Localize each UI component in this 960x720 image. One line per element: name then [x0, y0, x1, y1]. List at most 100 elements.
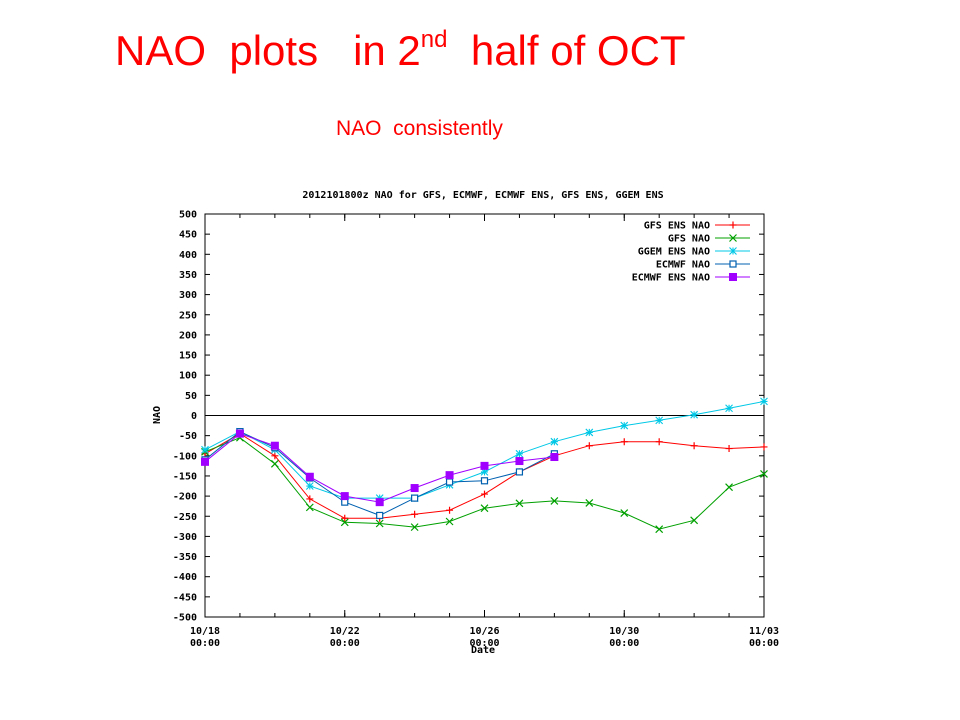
data-point [620, 438, 628, 446]
marker-shape [515, 499, 524, 508]
data-point [410, 484, 419, 493]
axes-frame: 500450400350300250200150100500-50-100-15… [173, 210, 779, 650]
title-rest: half of OCT [447, 27, 686, 74]
x-tick-label-time: 00:00 [609, 638, 639, 649]
series-gfs-nao [201, 433, 768, 534]
marker-shape [760, 470, 768, 478]
marker-shape [655, 416, 664, 425]
data-point [690, 442, 698, 450]
data-point [655, 525, 664, 534]
legend: GFS ENS NAO GFS NAO GGEM ENS NAO ECMWF NAO E… [632, 221, 750, 284]
y-tick-label: -50 [179, 431, 197, 442]
marker-shape [446, 506, 454, 514]
y-tick-label: 150 [179, 351, 197, 362]
data-point [550, 497, 559, 505]
y-tick-label: -300 [173, 532, 197, 543]
y-axis-label: NAO [152, 406, 163, 424]
marker-shape [585, 499, 594, 507]
x-tick-label-time: 00:00 [330, 638, 360, 649]
legend-marker-ecmwf-nao [729, 260, 737, 268]
legend-marker-ecmwf-ens-nao [729, 273, 737, 281]
data-point [201, 457, 209, 466]
data-point [480, 477, 489, 485]
data-point [620, 421, 629, 430]
marker-shape [725, 404, 733, 413]
y-tick-label: -450 [173, 592, 197, 603]
title-main: NAO plots in 2 [115, 27, 421, 74]
marker-shape [550, 497, 559, 505]
marker-shape [620, 421, 629, 430]
data-point [340, 492, 349, 501]
y-tick-label: -200 [173, 492, 197, 503]
data-point [655, 416, 664, 425]
marker-shape [480, 477, 489, 485]
legend-label-gfs-ens-nao: GFS ENS NAO [644, 221, 710, 232]
x-tick-label-time: 00:00 [749, 638, 779, 649]
data-point [760, 470, 768, 478]
marker-shape [375, 494, 384, 503]
data-point [305, 482, 314, 490]
marker-shape [270, 459, 279, 468]
data-point [341, 514, 349, 522]
series-line-gfs-ens-nao [204, 433, 765, 519]
y-tick-label: -100 [173, 451, 197, 462]
data-point [376, 511, 384, 520]
marker-shape [729, 260, 737, 268]
marker-shape [515, 457, 524, 466]
y-tick-label: 350 [179, 270, 197, 281]
chart-title: 2012101800z NAO for GFS, ECMWF, ECMWF EN… [302, 190, 663, 201]
y-tick-label: -250 [173, 512, 197, 523]
data-point [655, 438, 663, 446]
legend-label-ecmwf-ens-nao: ECMWF ENS NAO [632, 273, 710, 284]
series-ecmwf-ens-nao [201, 429, 559, 507]
marker-shape [655, 525, 664, 534]
data-point [446, 506, 454, 514]
data-point [550, 453, 559, 462]
marker-shape [201, 457, 209, 466]
marker-shape [760, 443, 768, 451]
marker-shape [201, 445, 209, 454]
marker-shape [305, 472, 314, 481]
data-point [550, 437, 559, 446]
marker-shape [481, 490, 488, 498]
marker-shape [235, 429, 244, 438]
data-point [445, 478, 454, 486]
marker-shape [410, 484, 419, 493]
data-point [235, 429, 244, 438]
marker-shape [410, 523, 419, 532]
data-point [271, 452, 279, 460]
marker-shape [620, 438, 628, 446]
data-point [445, 471, 454, 480]
y-tick-label: 50 [185, 391, 197, 402]
data-point [585, 499, 594, 507]
marker-shape [690, 410, 699, 419]
marker-shape [550, 453, 559, 462]
data-point [201, 445, 209, 454]
marker-shape [306, 495, 314, 503]
slide-subtitle: NAO consistently [336, 117, 503, 140]
legend-label-ggem-ens-nao: GGEM ENS NAO [638, 247, 710, 258]
x-tick-label-time: 00:00 [469, 638, 499, 649]
data-point [305, 472, 314, 481]
data-point [690, 516, 699, 525]
series-layer [201, 397, 768, 534]
y-tick-label: -150 [173, 471, 197, 482]
marker-shape [725, 445, 733, 453]
legend-marker-ggem-ens-nao [729, 247, 737, 255]
x-tick-label-date: 10/22 [330, 626, 360, 637]
data-point [411, 494, 419, 502]
marker-shape [550, 437, 559, 446]
data-point [725, 404, 733, 413]
data-point [375, 519, 384, 528]
data-point [270, 441, 279, 450]
data-point [515, 457, 524, 466]
marker-shape [445, 471, 454, 480]
x-tick-label-time: 00:00 [190, 638, 220, 649]
title-superscript: nd [420, 26, 448, 53]
marker-shape [341, 514, 349, 522]
data-point [375, 498, 384, 507]
y-tick-label: 0 [191, 411, 197, 422]
data-point [480, 461, 489, 470]
marker-shape [411, 510, 419, 518]
legend-marker-gfs-ens-nao [729, 221, 737, 229]
